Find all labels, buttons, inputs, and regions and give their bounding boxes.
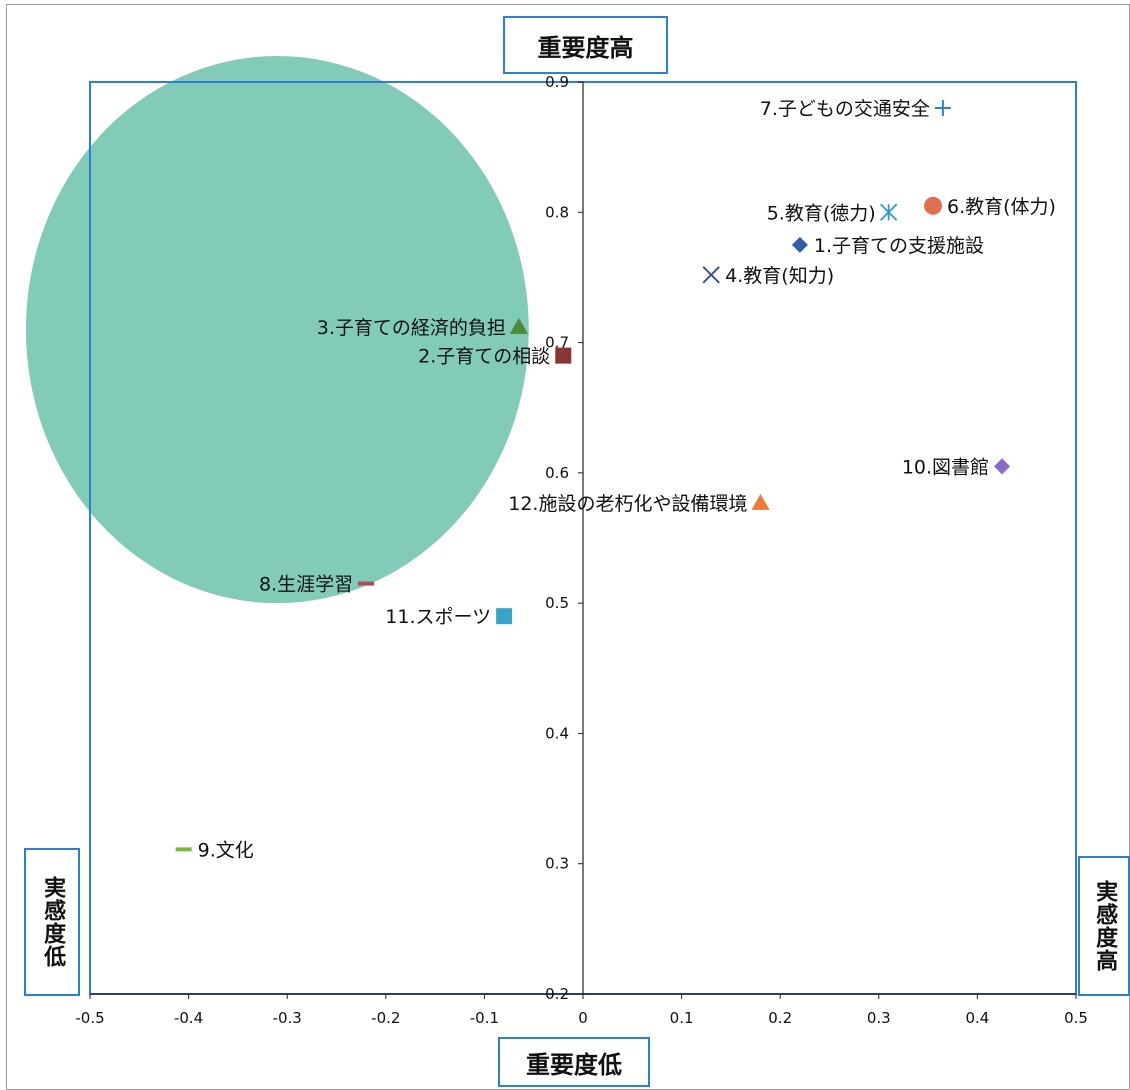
x-tick-label: 0.1 [670, 1009, 694, 1027]
importance-high-label: 重要度高 [503, 16, 668, 74]
point-marker [358, 581, 375, 586]
y-tick-label: 0.6 [545, 464, 569, 482]
point-marker [880, 203, 898, 221]
point-marker [934, 100, 951, 117]
point-marker [994, 458, 1011, 475]
point-marker [924, 196, 943, 215]
point-label: 11.スポーツ [385, 606, 491, 628]
point-label: 10.図書館 [902, 456, 989, 478]
y-tick-label: 0.7 [545, 334, 569, 352]
point-label: 9.文化 [198, 839, 254, 861]
point-label: 5.教育(徳力) [767, 202, 876, 224]
y-tick-label: 0.4 [545, 724, 569, 742]
satisfaction-low-label: 実感度低 [24, 848, 80, 996]
point-marker [555, 347, 572, 364]
point-marker [751, 493, 770, 510]
point-marker [175, 847, 192, 852]
point-marker [791, 236, 808, 253]
y-tick-label: 0.2 [545, 985, 569, 1003]
x-tick-label: -0.3 [273, 1009, 302, 1027]
point-label: 6.教育(体力) [947, 196, 1056, 218]
y-tick-label: 0.5 [545, 594, 569, 612]
point-marker [702, 266, 720, 284]
satisfaction-high-label: 実感度高 [1078, 856, 1130, 996]
x-tick-label: 0.3 [867, 1009, 891, 1027]
point-label: 1.子育ての支援施設 [814, 235, 984, 257]
y-tick-label: 0.3 [545, 855, 569, 873]
importance-low-label: 重要度低 [498, 1037, 650, 1087]
x-tick-label: 0 [578, 1009, 588, 1027]
x-tick-label: 0.4 [965, 1009, 989, 1027]
point-marker [496, 608, 513, 625]
highlight-circle [25, 55, 529, 604]
point-label: 3.子育ての経済的負担 [317, 317, 506, 339]
y-tick-label: 0.9 [545, 73, 569, 91]
x-tick-label: -0.2 [371, 1009, 400, 1027]
x-tick-label: 0.5 [1064, 1009, 1088, 1027]
x-tick-label: 0.2 [768, 1009, 792, 1027]
x-tick-label: -0.1 [470, 1009, 499, 1027]
point-marker [509, 317, 528, 334]
point-label: 2.子育ての相談 [418, 346, 550, 368]
point-label: 8.生涯学習 [259, 574, 353, 596]
point-label: 4.教育(知力) [725, 265, 834, 287]
x-tick-label: -0.4 [174, 1009, 203, 1027]
y-tick-label: 0.8 [545, 203, 569, 221]
point-label: 12.施設の老朽化や設備環境 [508, 493, 747, 515]
point-label: 7.子どもの交通安全 [760, 98, 930, 120]
x-tick-label: -0.5 [75, 1009, 104, 1027]
